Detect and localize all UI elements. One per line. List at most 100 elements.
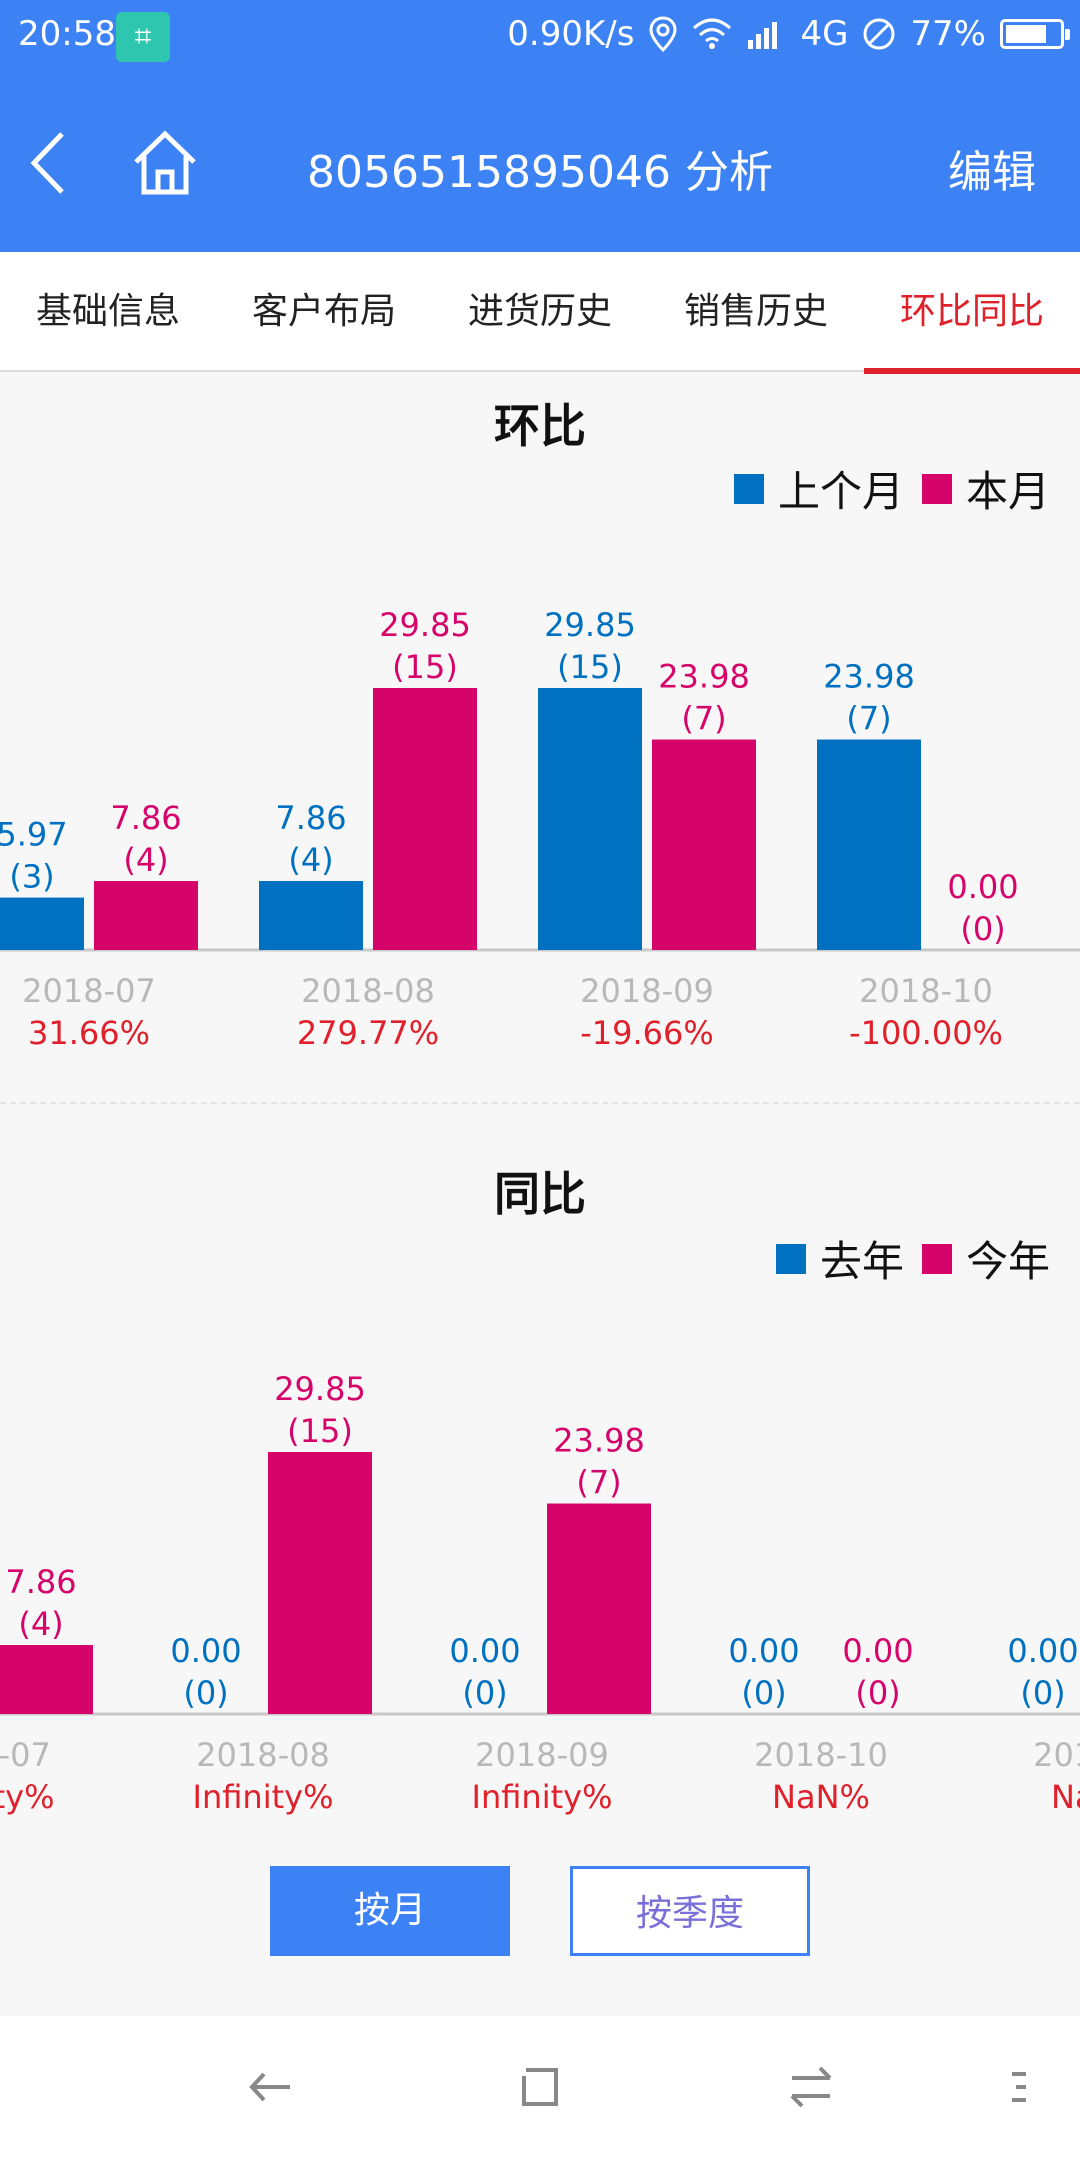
data-label-value: 5.97	[0, 816, 68, 854]
data-label-count: (4)	[18, 1605, 63, 1643]
network-speed: 0.90K/s	[507, 14, 635, 54]
change-percent-label: Infinity%	[193, 1778, 334, 1816]
data-label-value: 0.00	[170, 1632, 241, 1670]
by-quarter-button[interactable]: 按季度	[570, 1866, 810, 1956]
home-nav-icon[interactable]	[516, 2062, 566, 2112]
data-label-value: 29.85	[274, 1370, 366, 1408]
wifi-icon	[693, 18, 732, 49]
legend-label: 今年	[965, 1237, 1050, 1286]
legend-item-last-month: 上个月	[733, 458, 904, 519]
page-title: 8056515895046 分析	[307, 147, 773, 198]
signal-icon	[748, 22, 778, 49]
bar-b-2018-09[interactable]	[652, 739, 756, 950]
legend-label: 去年	[819, 1237, 904, 1286]
tab-sales-history[interactable]: 销售历史	[683, 291, 828, 332]
mom-chart-title: 环比	[494, 399, 586, 453]
yoy-chart-canvas: 0.00 (0) 7.86 (4) 2018-07 Infinity% 0.00 (0) 29.…	[0, 1370, 1080, 1816]
change-percent-label: Infinity%	[472, 1778, 613, 1816]
app-header: 8056515895046 分析 编辑	[0, 72, 1080, 252]
change-percent-label: NaN%	[1051, 1778, 1080, 1816]
data-label-value: 0.00	[728, 1632, 799, 1670]
legend-swatch	[733, 473, 764, 504]
data-label-count: (7)	[846, 700, 891, 738]
legend-swatch	[921, 473, 952, 504]
dnd-icon	[863, 18, 895, 50]
home-icon[interactable]	[130, 128, 200, 198]
data-label-value: 0.00	[449, 1632, 520, 1670]
data-label-value: 23.98	[823, 658, 915, 696]
legend-item-last-year: 去年	[775, 1228, 904, 1289]
change-percent-label: -100.00%	[849, 1014, 1003, 1052]
data-label-value: 7.86	[5, 1563, 76, 1601]
data-label-count: (7)	[576, 1464, 621, 1502]
x-tick-label: 2018-08	[196, 1736, 330, 1774]
battery-icon	[1000, 19, 1070, 49]
bar-b-2018-08[interactable]	[373, 688, 477, 950]
tab-bar: 基础信息 客户布局 进货历史 销售历史 环比同比	[0, 252, 1080, 374]
change-percent-label: 31.66%	[28, 1014, 150, 1052]
yoy-chart-title: 同比	[494, 1167, 586, 1221]
legend-item-this-year: 今年	[921, 1228, 1050, 1289]
data-label-count: (0)	[1020, 1674, 1065, 1712]
bar-b-2018-07[interactable]	[94, 881, 198, 950]
bar-b-2018-09[interactable]	[547, 1503, 651, 1714]
tab-customer-layout[interactable]: 客户布局	[251, 291, 396, 332]
mom-legend: 上个月 本月	[716, 458, 1050, 519]
x-tick-label: 2018-09	[580, 972, 714, 1010]
data-label-count: (0)	[183, 1674, 228, 1712]
status-bar: 20:58 ⌗ 0.90K/s 4G	[0, 0, 1080, 72]
change-percent-label: Infinity%	[0, 1778, 54, 1816]
data-label-count: (7)	[681, 700, 726, 738]
x-tick-label: 2018-07	[0, 1736, 51, 1774]
x-tick-label: 2018-10	[859, 972, 993, 1010]
mom-chart: 5.97 (3) 7.86 (4) 2018-07 31.66% 7.86 (4) 29.85 (…	[0, 372, 1080, 1102]
change-percent-label: 279.77%	[297, 1014, 439, 1052]
x-tick-label: 2018-08	[301, 972, 435, 1010]
bar-a-2018-08[interactable]	[259, 881, 363, 950]
bar-b-2018-07[interactable]	[0, 1645, 93, 1714]
data-label-count: (0)	[741, 1674, 786, 1712]
data-label-value: 23.98	[553, 1422, 645, 1460]
data-label-count: (15)	[287, 1412, 353, 1450]
data-label-value: 29.85	[544, 606, 636, 644]
x-tick-label: 2018-07	[22, 972, 156, 1010]
data-label-value: 23.98	[658, 658, 750, 696]
tab-period-comparison[interactable]: 环比同比	[864, 252, 1080, 374]
x-tick-label: 2018-11	[1033, 1736, 1080, 1774]
recent-nav-icon[interactable]	[786, 2062, 836, 2112]
mom-chart-canvas: 5.97 (3) 7.86 (4) 2018-07 31.66% 7.86 (4) 29.85 (…	[0, 606, 1080, 1052]
back-nav-icon[interactable]	[246, 2062, 296, 2112]
data-label-value: 0.00	[1007, 1632, 1078, 1670]
data-label-value: 0.00	[947, 868, 1018, 906]
tab-purchase-history[interactable]: 进货历史	[467, 291, 612, 332]
change-percent-label: NaN%	[772, 1778, 870, 1816]
data-label-count: (15)	[392, 648, 458, 686]
yoy-chart: 0.00 (0) 7.86 (4) 2018-07 Infinity% 0.00 (0) 29.…	[0, 1136, 1080, 1836]
legend-item-this-month: 本月	[921, 458, 1050, 519]
bar-a-2018-10[interactable]	[817, 739, 921, 950]
status-time: 20:58	[18, 14, 116, 54]
battery-percent: 77%	[910, 14, 986, 54]
bar-a-2018-09[interactable]	[538, 688, 642, 950]
data-label-count: (0)	[855, 1674, 900, 1712]
menu-nav-icon[interactable]	[1004, 2062, 1034, 2112]
data-label-value: 7.86	[275, 799, 346, 837]
back-icon[interactable]	[24, 128, 74, 198]
by-month-button[interactable]: 按月	[270, 1866, 510, 1956]
bar-a-2018-07[interactable]	[0, 897, 84, 950]
status-right: 0.90K/s 4G 77%	[507, 14, 1070, 54]
tab-basic-info[interactable]: 基础信息	[35, 291, 180, 332]
data-label-count: (0)	[462, 1674, 507, 1712]
yoy-legend: 去年 今年	[758, 1228, 1050, 1289]
data-label-count: (4)	[123, 841, 168, 879]
network-type: 4G	[800, 14, 849, 54]
x-tick-label: 2018-09	[475, 1736, 609, 1774]
bar-b-2018-08[interactable]	[268, 1452, 372, 1714]
data-label-count: (0)	[960, 910, 1005, 948]
x-tick-label: 2018-10	[754, 1736, 888, 1774]
edit-button[interactable]: 编辑	[948, 147, 1036, 198]
change-percent-label: -19.66%	[580, 1014, 714, 1052]
data-label-count: (4)	[288, 841, 333, 879]
legend-label: 上个月	[777, 467, 904, 516]
